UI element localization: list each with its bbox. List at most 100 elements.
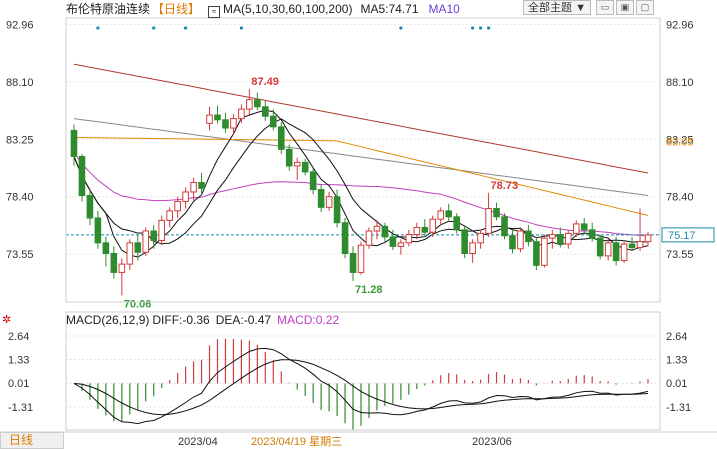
candle-body [461,229,468,254]
x-tick-label: 2023/04 [178,436,218,448]
candle-body [126,242,134,265]
candle-body [533,241,540,266]
ma10-value: MA10 [428,2,460,16]
indicator-settings-icon[interactable]: ✲ [2,314,12,326]
candle-body [134,242,142,253]
candle-body [596,237,604,257]
candle-body [557,234,564,245]
ma60-line [73,137,649,216]
macd-tick-left: 0.01 [8,378,29,390]
zoom-out-button[interactable]: ▭ [596,0,614,15]
price-tick-right: 78.40 [666,192,694,204]
candle-body [365,230,373,246]
price-tick-left: 83.25 [6,134,34,146]
event-marker [96,26,100,30]
macd-value: MACD:0.22 [277,313,340,327]
price-pane-border [65,17,661,303]
candle-body [620,243,628,262]
candle-body [429,218,437,233]
event-marker [486,26,491,30]
candle-body [94,217,102,244]
instrument-name: 布伦特原油连续 [66,2,151,16]
macd-pane-border [65,311,661,431]
candle-body [493,208,500,218]
candle-body [309,171,317,191]
candle-body [413,226,421,236]
candle-body [246,99,253,110]
candle-body [572,223,580,234]
candle-body [509,235,516,250]
ma-settings-icon[interactable]: ≈ [208,6,221,18]
low-annotation: 71.28 [355,284,383,296]
macd-diff-line [73,347,649,425]
candle-body [333,196,341,224]
candle-body [277,126,285,150]
low-annotation: 70.06 [124,298,152,310]
theme-selector[interactable]: 全部主题 ▼ [523,0,591,15]
candle-body [580,223,588,231]
candle-body [262,106,269,117]
candle-body [405,234,413,244]
candle-body [86,195,94,219]
candle-body [349,252,357,273]
event-marker [399,26,403,30]
candle-body [158,219,165,241]
candle-body [238,108,245,120]
candle-body [150,230,158,241]
last-price-label: 75.17 [668,230,696,242]
candle-body [317,189,325,208]
candle-body [254,99,261,108]
candle-body [485,208,492,234]
high-annotation: 87.49 [251,76,279,88]
candle-body [341,222,349,254]
macd-dea-line [73,359,649,416]
ma100-line [73,118,649,196]
candle-body [110,252,118,273]
candle-body [477,232,484,244]
ma-definition[interactable]: MA(5,10,30,60,100,200) [223,2,353,16]
price-grid [66,23,660,255]
candle-body [373,225,381,232]
x-tick-label: 2023/06 [472,436,512,448]
price-tick-right: 73.55 [666,249,694,261]
candle-body [628,243,636,249]
candle-body [469,242,476,254]
macd-tick-right: -1.31 [666,402,691,414]
price-tick-left: 73.55 [6,249,34,261]
candle-body [325,196,333,208]
candle-body [357,244,365,273]
macd-definition[interactable]: MACD(26,12,9) [66,313,150,327]
fullscreen-button[interactable]: ▢ [636,0,654,15]
candle-body [564,232,572,245]
candle-body [397,242,405,247]
candle-body [644,234,652,243]
zoom-in-button[interactable]: ▣ [616,0,634,15]
candle-body [285,148,293,167]
event-marker [184,26,188,30]
candle-body [445,210,452,218]
high-annotation: 78.73 [491,180,519,192]
period-label[interactable]: 【日线】 [152,2,201,16]
candle-body [636,241,644,249]
chevron-down-icon: ▼ [575,2,586,14]
candle-body [381,225,389,238]
candle-body [437,210,445,220]
candle-body [517,230,524,250]
period-tab-label: 日线 [9,433,34,447]
candle-body [190,181,197,193]
macd-grid [66,335,660,408]
candle-body [549,234,556,239]
chart-header: 布伦特原油连续 【日线】 ≈ MA(5,10,30,60,100,200) MA5:74… [66,1,462,18]
macd-tick-left: 2.64 [8,331,29,343]
candle-body [118,263,126,273]
price-tick-left: 92.96 [6,19,34,31]
candle-body [222,119,229,129]
candle-body [198,181,205,189]
period-tab[interactable]: 日线 [0,432,64,449]
candle-body [102,242,110,254]
last-price-box [661,227,715,243]
candle-body [389,236,397,247]
candle-body [541,237,548,266]
candlesticks [70,89,652,296]
